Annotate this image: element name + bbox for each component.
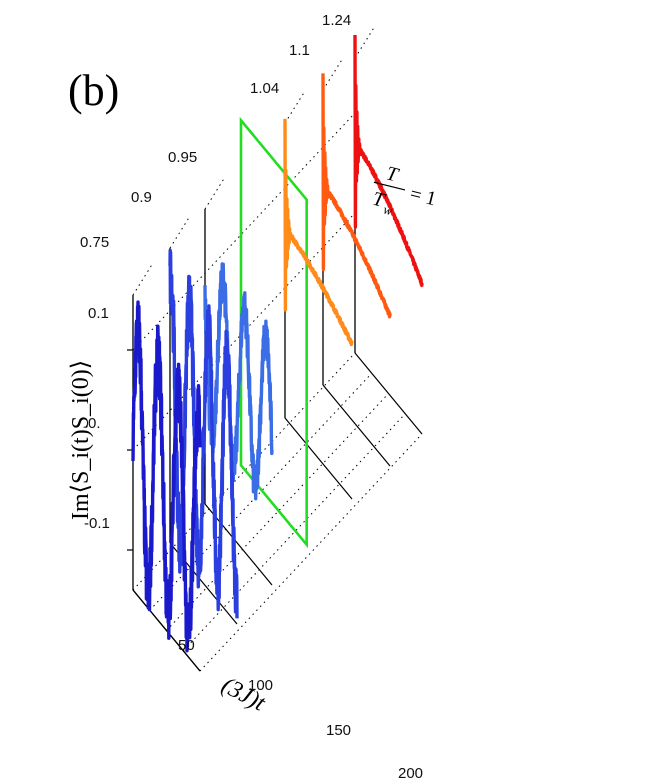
depth-grid-line: [149, 372, 373, 611]
depth-grid-line: [322, 59, 343, 91]
depth-tick-label: 0.75: [80, 234, 109, 251]
depth-tick-label: 0.95: [168, 149, 197, 166]
depth-grid-line: [182, 413, 406, 652]
y-tick-label: -0.1: [84, 515, 110, 532]
y-tick-label: 0.1: [88, 305, 109, 322]
depth-grid-line: [166, 393, 389, 631]
depth-tick-label: 0.9: [131, 189, 152, 206]
plane-label-value: = 1: [408, 183, 439, 211]
depth-grid-line: [284, 92, 305, 124]
depth-grid-line: [132, 352, 356, 591]
plane-label: T T w = 1: [370, 162, 439, 219]
plane-outline: [239, 116, 308, 549]
x-tick-label: 100: [248, 677, 273, 694]
y-tick-label: 0.: [88, 415, 101, 432]
plane-label-denominator-index: w: [382, 202, 394, 219]
y-grid-line: [132, 212, 356, 451]
reference-plane: [239, 116, 308, 549]
depth-grid-line: [354, 27, 375, 59]
x-tick-label: 150: [326, 722, 351, 739]
y-grid-line: [132, 112, 356, 351]
plane-label-fraction-bar: [373, 181, 406, 191]
series-line: [131, 300, 202, 653]
depth-tick-label: 1.24: [322, 12, 351, 29]
depth-grid-line: [204, 178, 225, 210]
x-tick-label: 50: [178, 637, 195, 654]
x-tick-label: 200: [398, 765, 423, 782]
depth-tick-label: 1.04: [250, 80, 279, 97]
series-line: [321, 73, 392, 319]
y-axis-label: Im⟨S_i(t)S_i(0)⟩: [68, 360, 94, 520]
depth-grid-line: [132, 264, 153, 296]
panel-label: (b): [68, 66, 119, 115]
baseline-line: [322, 384, 391, 467]
baseline-line: [284, 417, 353, 500]
series-line: [168, 248, 239, 619]
depth-grid-line: [169, 217, 190, 249]
series-line: [353, 34, 424, 288]
series-line: [283, 118, 354, 347]
series-group: [131, 34, 424, 653]
depth-tick-label: 1.1: [289, 42, 310, 59]
plane-label-numerator: T: [384, 162, 402, 186]
depth-grid-line: [199, 433, 423, 672]
series-line: [203, 262, 274, 501]
